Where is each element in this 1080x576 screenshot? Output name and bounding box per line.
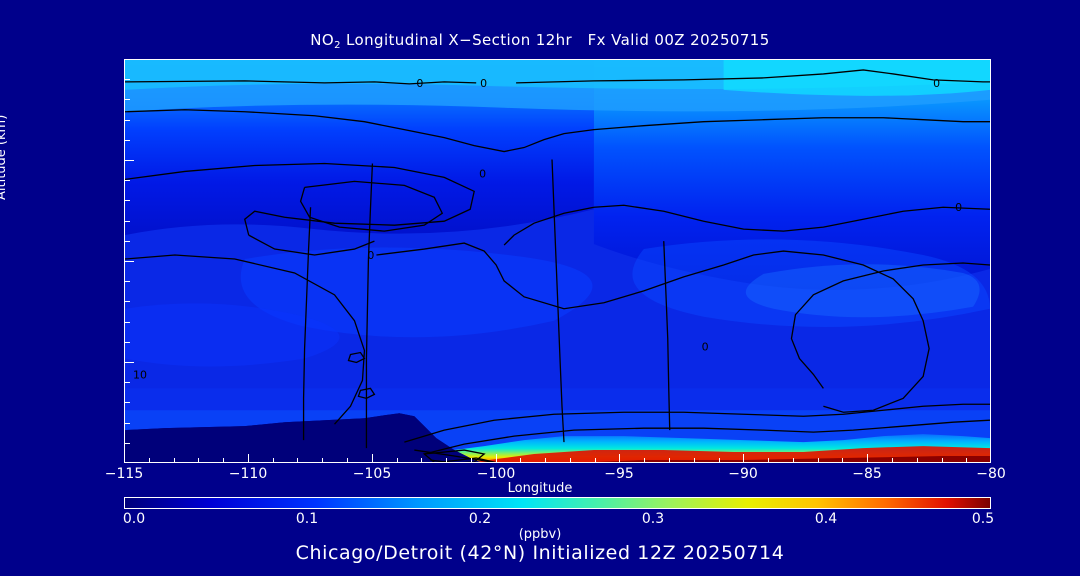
contour-label-0b: 0 bbox=[480, 77, 487, 90]
figure-title-prefix: NO bbox=[310, 31, 335, 49]
contour-label-0e: 0 bbox=[955, 201, 962, 214]
contour-label-0c: 0 bbox=[933, 77, 940, 90]
figure-title-rest: Longitudinal X−Section 12hr Fx Valid 00Z… bbox=[340, 31, 770, 49]
contour-label-0d: 0 bbox=[479, 167, 486, 180]
colorbar-tick-0: 0.0 bbox=[122, 511, 146, 527]
contour-fill-layer: 0 0 0 0 0 0 0 10 bbox=[125, 60, 990, 462]
x-tick-m110: −110 bbox=[228, 466, 268, 482]
figure-title-subscript: 2 bbox=[334, 40, 341, 51]
colorbar-tick-2: 0.2 bbox=[468, 511, 492, 527]
x-tick-m115: −115 bbox=[104, 466, 144, 482]
x-tick-m100: −100 bbox=[476, 466, 516, 482]
x-tick-m105: −105 bbox=[352, 466, 392, 482]
colorbar-tick-1: 0.1 bbox=[295, 511, 319, 527]
contour-label-0g: 0 bbox=[702, 341, 709, 354]
y-axis-label: Altitude (km) bbox=[0, 114, 9, 200]
contour-label-0f: 0 bbox=[367, 249, 374, 262]
x-tick-m90: −90 bbox=[728, 466, 758, 482]
colorbar-tick-4: 0.4 bbox=[814, 511, 838, 527]
figure-title: NO2 Longitudinal X−Section 12hr Fx Valid… bbox=[0, 31, 1080, 51]
colorbar bbox=[124, 497, 991, 509]
colorbar-tick-3: 0.3 bbox=[641, 511, 665, 527]
colorbar-tick-5: 0.5 bbox=[971, 511, 995, 527]
overlay-contour-lines: 0 0 0 0 0 0 0 10 bbox=[125, 69, 990, 462]
x-tick-m85: −85 bbox=[852, 466, 882, 482]
x-tick-m95: −95 bbox=[604, 466, 634, 482]
figure-footer: Chicago/Detroit (42°N) Initialized 12Z 2… bbox=[295, 542, 785, 564]
x-axis-label: Longitude bbox=[507, 481, 573, 496]
x-tick-m80: −80 bbox=[976, 466, 1006, 482]
colorbar-unit-label: (ppbv) bbox=[518, 527, 562, 542]
colorbar-gradient bbox=[125, 498, 990, 508]
contour-label-0a: 0 bbox=[416, 77, 423, 90]
cross-section-plot-area: 0 0 0 0 0 0 0 10 bbox=[124, 59, 991, 463]
contour-label-10a: 10 bbox=[133, 368, 147, 381]
